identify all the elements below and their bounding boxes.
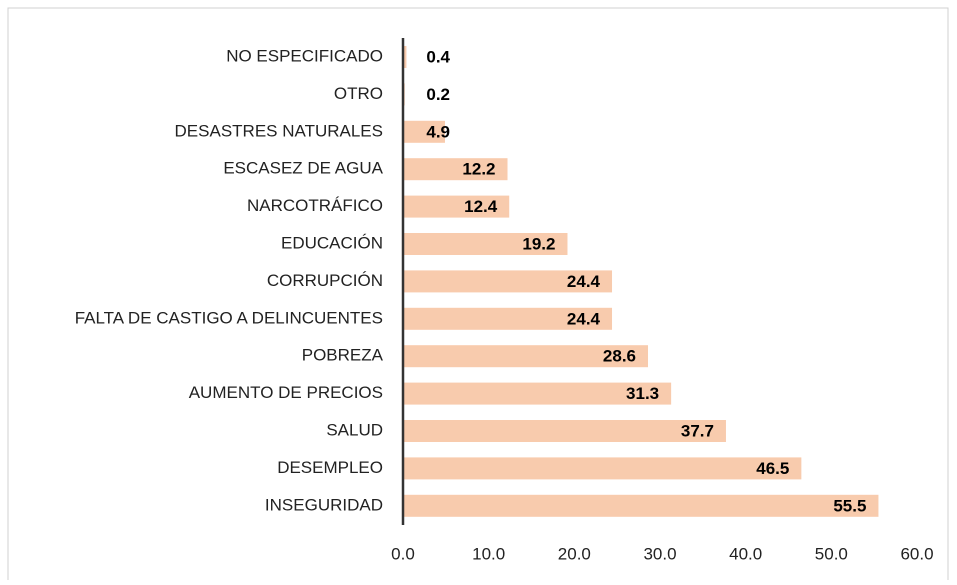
y-tick-label: EDUCACIÓN [281,233,383,252]
x-tick-label: 40.0 [729,544,762,563]
y-tick-label: INSEGURIDAD [265,495,383,514]
y-tick-label: FALTA DE CASTIGO A DELINCUENTES [75,308,383,327]
bar [403,345,649,368]
chart-frame [7,7,949,585]
x-tick-label: 20.0 [558,544,591,563]
y-tick-label: AUMENTO DE PRECIOS [189,383,383,402]
y-tick-label: ESCASEZ DE AGUA [223,159,383,178]
value-label: 28.6 [603,347,636,366]
value-label: 0.2 [426,85,450,104]
y-tick-label: DESEMPLEO [277,458,383,477]
value-label: 12.2 [462,160,495,179]
bar [403,382,672,405]
value-label: 46.5 [756,459,789,478]
value-label: 31.3 [626,384,659,403]
bar [403,270,613,293]
bar [403,307,613,330]
bar [403,158,508,181]
x-tick-label: 30.0 [643,544,676,563]
value-label: 4.9 [426,122,450,141]
x-tick-label: 60.0 [900,544,933,563]
y-tick-label: NARCOTRÁFICO [247,196,383,215]
y-tick-label: OTRO [334,84,383,103]
value-label: 55.5 [833,496,866,515]
bar [403,120,445,143]
value-label: 24.4 [567,309,601,328]
bar [403,46,407,68]
bar [403,195,510,218]
x-tick-label: 50.0 [815,544,848,563]
y-tick-label: NO ESPECIFICADO [226,46,383,65]
y-tick-label: SALUD [326,420,383,439]
bar [403,494,879,517]
value-label: 19.2 [522,234,555,253]
bar [403,233,568,255]
bar [403,420,726,442]
x-tick-label: 10.0 [472,544,505,563]
y-tick-label: POBREZA [302,346,384,365]
value-label: 24.4 [567,272,601,291]
y-tick-label: DESASTRES NATURALES [175,121,383,140]
bar [403,457,802,480]
value-label: 0.4 [426,47,450,66]
y-tick-label: CORRUPCIÓN [267,271,383,290]
x-tick-label: 0.0 [391,544,415,563]
value-label: 12.4 [464,197,498,216]
value-label: 37.7 [681,421,714,440]
